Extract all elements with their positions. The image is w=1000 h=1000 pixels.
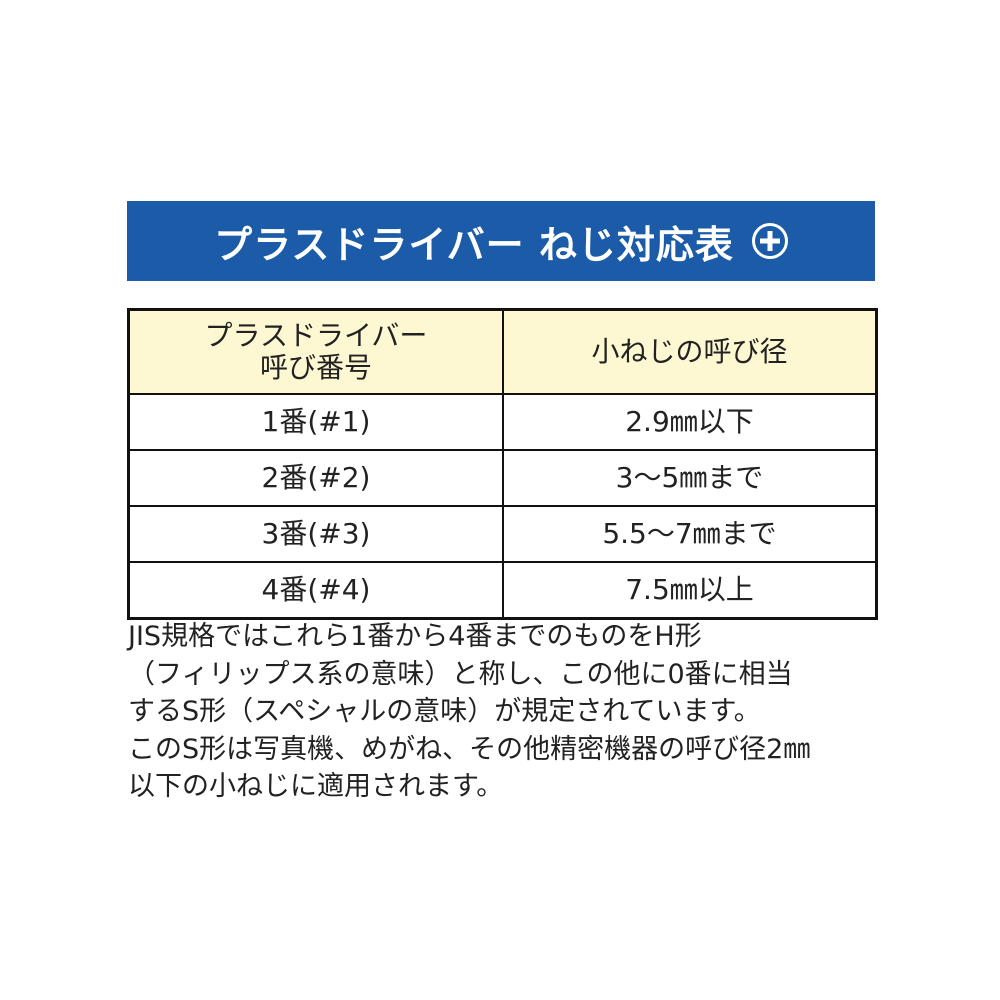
- header-screw-diameter: 小ねじの呼び径: [502, 308, 878, 395]
- note-line: このS形は写真機、めがね、その他精密機器の呼び径2㎜: [128, 733, 811, 765]
- title-banner: プラスドライバー ねじ対応表: [127, 201, 875, 281]
- note-line: するS形（スペシャルの意味）が規定されています。: [128, 696, 761, 727]
- cell-diameter: 7.5㎜以上: [502, 561, 878, 620]
- header-line2: 呼び番号: [259, 351, 372, 384]
- cell-driver: 4番(#4): [127, 561, 504, 620]
- table-row: 1番(#1) 2.9㎜以下: [127, 393, 878, 451]
- phillips-plus-icon: [751, 223, 788, 259]
- header-line1: プラスドライバー: [204, 319, 428, 352]
- cell-driver: 1番(#1): [127, 393, 504, 451]
- banner-title: プラスドライバー ねじ対応表: [214, 222, 734, 267]
- cell-driver: 3番(#3): [127, 505, 504, 563]
- cell-diameter: 5.5〜7㎜まで: [502, 505, 878, 563]
- note-text: JIS規格ではこれら1番から4番までのものをH形 （フィリップス系の意味）と称し…: [128, 618, 888, 806]
- table-row: 3番(#3) 5.5〜7㎜まで: [127, 505, 878, 563]
- note-line: JIS規格ではこれら1番から4番までのものをH形: [128, 621, 702, 652]
- cell-diameter: 2.9㎜以下: [502, 393, 878, 451]
- table-row: 2番(#2) 3〜5㎜まで: [127, 449, 878, 507]
- table-row: 4番(#4) 7.5㎜以上: [127, 561, 878, 620]
- header-driver-number: プラスドライバー 呼び番号: [127, 308, 504, 395]
- screw-size-table: プラスドライバー 呼び番号 小ねじの呼び径 1番(#1) 2.9㎜以下 2番(#2)…: [127, 308, 878, 620]
- note-line: （フィリップス系の意味）と称し、この他に0番に相当: [128, 658, 793, 690]
- table-header-row: プラスドライバー 呼び番号 小ねじの呼び径: [127, 308, 878, 395]
- cell-diameter: 3〜5㎜まで: [502, 449, 878, 507]
- cell-driver: 2番(#2): [127, 449, 504, 507]
- note-line: 以下の小ねじに適用されます。: [128, 771, 504, 802]
